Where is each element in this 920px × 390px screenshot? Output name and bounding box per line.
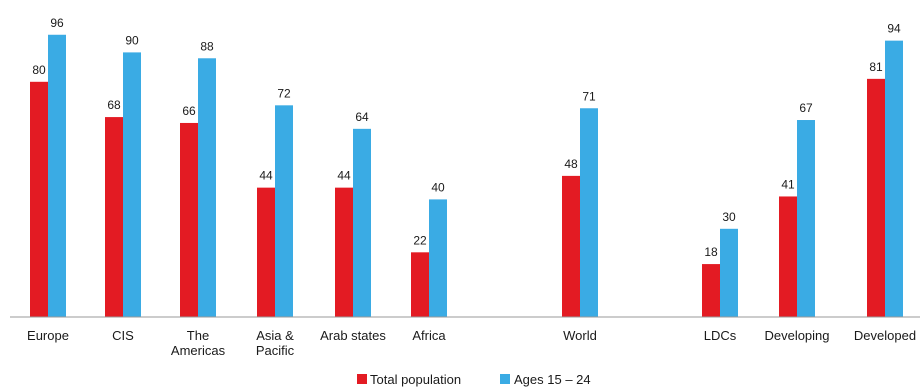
bar-the-americas-ages-15-24 xyxy=(198,58,216,317)
value-label-cis-ages-15-24: 90 xyxy=(125,33,139,47)
value-label-arab-states-ages-15-24: 64 xyxy=(355,110,369,124)
bar-developed-ages-15-24 xyxy=(885,40,903,317)
bar-cis-total-population xyxy=(105,117,123,317)
value-label-ldcs-total-population: 18 xyxy=(704,245,718,259)
value-label-developed-total-population: 81 xyxy=(869,60,883,74)
category-label-line: Developing xyxy=(764,328,829,343)
bar-arab-states-ages-15-24 xyxy=(353,128,371,317)
category-label-europe: Europe xyxy=(27,328,69,343)
category-label-cis: CIS xyxy=(112,328,134,343)
category-label-line: Arab states xyxy=(320,328,386,343)
category-label-line: Asia & xyxy=(256,328,294,343)
category-label-line: Americas xyxy=(171,343,226,358)
category-label-line: World xyxy=(563,328,597,343)
category-label-arab-states: Arab states xyxy=(320,328,386,343)
value-label-asia-pacific-ages-15-24: 72 xyxy=(277,86,291,100)
value-label-africa-ages-15-24: 40 xyxy=(431,180,445,194)
bar-developed-total-population xyxy=(867,78,885,317)
legend: Total population Ages 15 – 24 xyxy=(357,372,591,387)
bar-developing-ages-15-24 xyxy=(797,120,815,318)
category-label-line: Developed xyxy=(854,328,916,343)
bar-asia-pacific-ages-15-24 xyxy=(275,105,293,317)
category-label-line: Pacific xyxy=(256,343,295,358)
value-label-developed-ages-15-24: 94 xyxy=(887,22,901,36)
bar-world-total-population xyxy=(562,175,580,317)
category-label-asia-pacific: Asia & Pacific xyxy=(256,328,295,358)
bar-europe-ages-15-24 xyxy=(48,34,66,317)
bar-africa-total-population xyxy=(411,252,429,317)
category-label-line: The xyxy=(187,328,209,343)
category-label-the-americas: The Americas xyxy=(171,328,226,358)
bar-cis-ages-15-24 xyxy=(123,52,141,318)
category-label-line: Europe xyxy=(27,328,69,343)
category-label-ldcs: LDCs xyxy=(704,328,737,343)
value-label-africa-total-population: 22 xyxy=(413,233,427,247)
category-label-world: World xyxy=(563,328,597,343)
value-label-world-ages-15-24: 71 xyxy=(582,89,596,103)
bar-developing-total-population xyxy=(779,196,797,317)
value-label-the-americas-total-population: 66 xyxy=(182,104,196,118)
value-label-the-americas-ages-15-24: 88 xyxy=(200,39,214,53)
value-label-cis-total-population: 68 xyxy=(107,98,121,112)
value-label-arab-states-total-population: 44 xyxy=(337,169,351,183)
category-label-line: CIS xyxy=(112,328,134,343)
value-label-asia-pacific-total-population: 44 xyxy=(259,169,273,183)
bars-layer xyxy=(30,34,903,318)
bar-world-ages-15-24 xyxy=(580,108,598,317)
value-label-europe-ages-15-24: 96 xyxy=(50,16,64,30)
value-label-world-total-population: 48 xyxy=(564,157,578,171)
bar-the-americas-total-population xyxy=(180,122,198,318)
category-label-line: LDCs xyxy=(704,328,737,343)
legend-label-ages-15-24: Ages 15 – 24 xyxy=(514,372,591,387)
value-label-developing-ages-15-24: 67 xyxy=(799,101,813,115)
legend-swatch-ages-15-24 xyxy=(500,374,510,384)
bar-arab-states-total-population xyxy=(335,187,353,317)
value-label-developing-total-population: 41 xyxy=(781,177,795,191)
value-label-europe-total-population: 80 xyxy=(32,63,46,77)
category-labels-layer: Europe CIS The Americas Asia & Pacific Arab st… xyxy=(27,328,916,358)
category-label-line: Africa xyxy=(412,328,446,343)
bar-africa-ages-15-24 xyxy=(429,199,447,317)
legend-label-total-population: Total population xyxy=(370,372,461,387)
legend-swatch-total-population xyxy=(357,374,367,384)
bar-ldcs-total-population xyxy=(702,264,720,317)
bar-europe-total-population xyxy=(30,81,48,317)
value-labels-layer: 80 96 68 90 66 88 44 72 44 64 22 40 48 71 18 30 41 67 81 94 xyxy=(32,16,901,259)
category-label-africa: Africa xyxy=(412,328,446,343)
bar-asia-pacific-total-population xyxy=(257,187,275,317)
category-label-developed: Developed xyxy=(854,328,916,343)
category-label-developing: Developing xyxy=(764,328,829,343)
bar-ldcs-ages-15-24 xyxy=(720,228,738,317)
value-label-ldcs-ages-15-24: 30 xyxy=(722,210,736,224)
